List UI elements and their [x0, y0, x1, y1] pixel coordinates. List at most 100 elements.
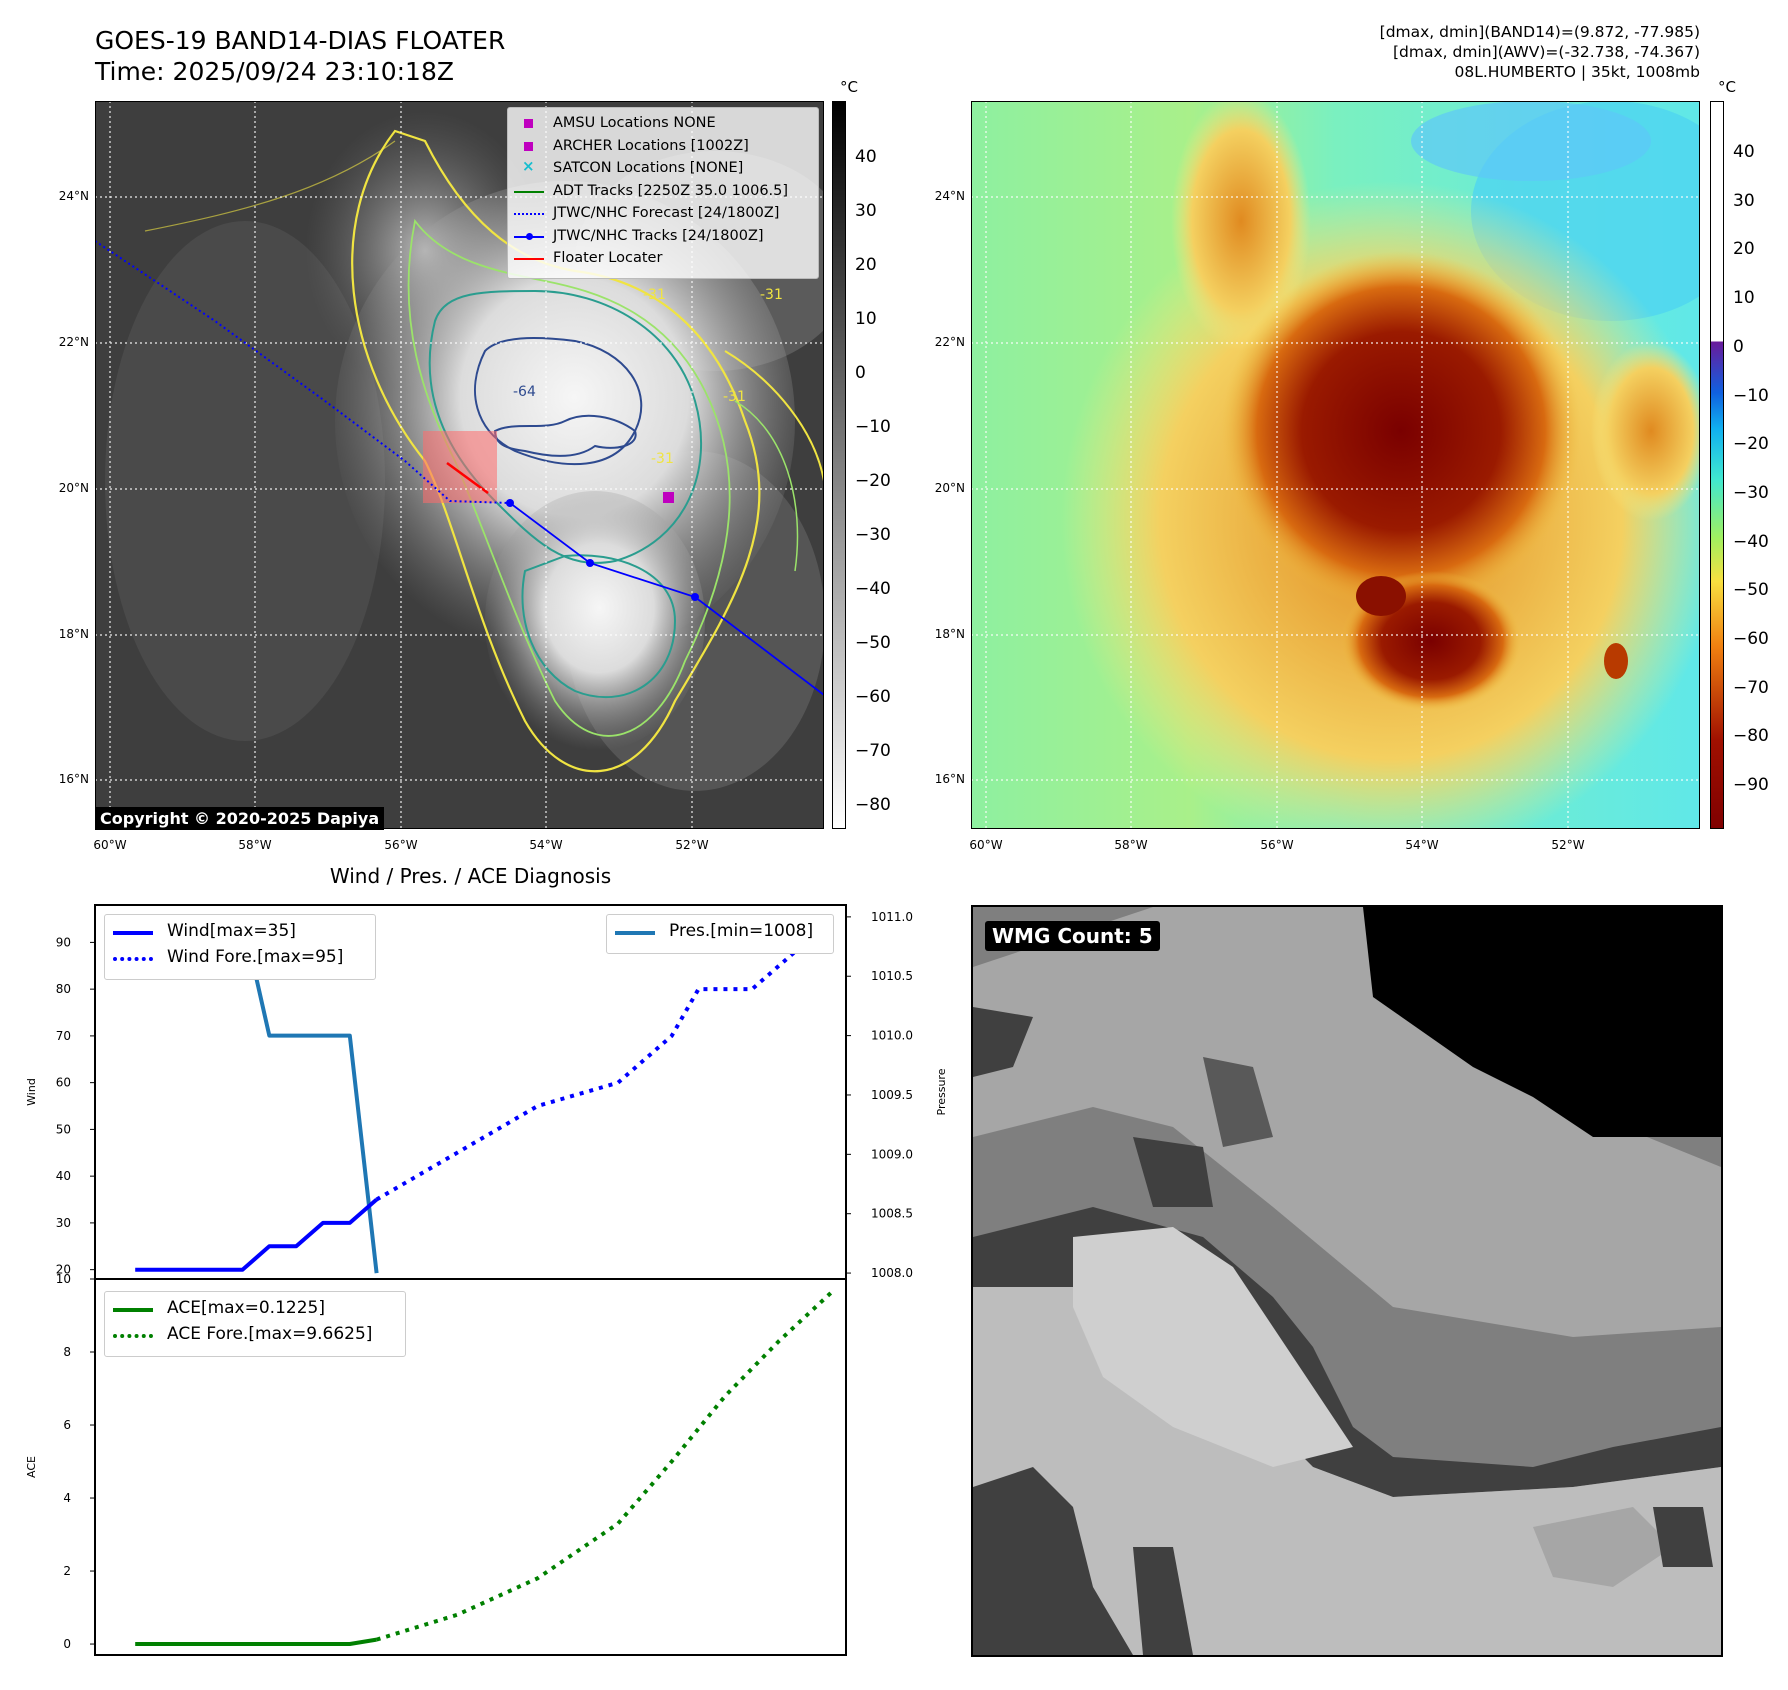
colorbar-tick-label: 20: [1733, 239, 1755, 260]
colorbar-tick-label: −30: [855, 525, 891, 545]
ace-axes-frame: [94, 1278, 847, 1656]
legend-item: JTWC/NHC Forecast [24/1800Z]: [508, 204, 818, 224]
info-line-2: [dmax, dmin](AWV)=(-32.738, -74.367): [1393, 43, 1700, 61]
colorbar1-unit: °C: [840, 78, 858, 96]
lat-tick-label: 16°N: [58, 772, 89, 786]
contour-label: -31: [651, 451, 674, 467]
figure-title: GOES-19 BAND14-DIAS FLOATER: [95, 26, 506, 55]
figure-time: Time: 2025/09/24 23:10:18Z: [95, 57, 454, 86]
pressure-legend: Pres.[min=1008]: [606, 914, 834, 954]
legend-label: ARCHER Locations [1002Z]: [553, 137, 749, 154]
ace-legend-label: ACE[max=0.1225]: [167, 1298, 325, 1318]
pressure-legend-swatch: [615, 931, 655, 935]
colorbar-tick-label: −70: [1733, 677, 1769, 698]
colorbar2-unit: °C: [1718, 78, 1736, 96]
wind-tick-label: 70: [56, 1029, 71, 1043]
colorbar-tick-label: −50: [1733, 580, 1769, 601]
lat-tick-label: 18°N: [934, 627, 965, 641]
colorbar-tick-label: 30: [855, 201, 877, 221]
colorbar-tick-label: −90: [1733, 775, 1769, 796]
colorbar-tick-label: −20: [1733, 434, 1769, 455]
legend-swatch: [514, 258, 544, 260]
colorbar-tick-label: −40: [855, 579, 891, 599]
lon-tick-label: 52°W: [675, 838, 709, 852]
colorbar-tick-label: 40: [1733, 142, 1755, 162]
ace-legend-swatch: [113, 1308, 153, 1312]
colorbar-tick-label: −10: [855, 417, 891, 437]
colorbar-tick-label: −20: [855, 471, 891, 491]
legend-label: JTWC/NHC Forecast [24/1800Z]: [553, 205, 780, 221]
lat-tick-label: 20°N: [934, 481, 965, 495]
wind-tick-label: 50: [56, 1122, 71, 1136]
ace-legend: ACE[max=0.1225] ACE Fore.[max=9.6625]: [104, 1291, 406, 1357]
legend-item: JTWC/NHC Tracks [24/1800Z]: [508, 227, 818, 247]
colorbar-tick-label: 30: [1733, 190, 1755, 211]
lon-tick-label: 60°W: [969, 838, 1003, 852]
legend-label: Floater Locater: [553, 250, 663, 266]
wmg-image: [973, 907, 1721, 1655]
lon-tick-label: 60°W: [93, 838, 127, 852]
wind-legend-label: Wind[max=35]: [167, 921, 296, 941]
contour-label: -31: [643, 287, 666, 303]
wind-axis-label: Wind: [25, 1078, 38, 1106]
lat-tick-label: 18°N: [58, 627, 89, 641]
ace-axis-label: ACE: [25, 1456, 38, 1478]
legend-swatch: [524, 141, 533, 151]
info-line-1: [dmax, dmin](BAND14)=(9.872, -77.985): [1379, 23, 1700, 41]
ace-tick-label: 8: [63, 1345, 71, 1359]
legend-swatch: [514, 232, 544, 240]
pressure-tick-label: 1009.5: [871, 1088, 913, 1102]
wind-fore-legend-label: Wind Fore.[max=95]: [167, 947, 344, 967]
contour-label: -31: [760, 287, 783, 303]
colorbar-tick-label: −40: [1733, 531, 1769, 552]
lon-tick-label: 56°W: [1260, 838, 1294, 852]
wind-tick-label: 80: [56, 982, 71, 996]
ace-fore-legend-swatch: [113, 1334, 153, 1338]
legend-swatch: [514, 213, 544, 215]
lon-tick-label: 52°W: [1551, 838, 1585, 852]
lat-tick-label: 24°N: [58, 189, 89, 203]
legend-label: JTWC/NHC Tracks [24/1800Z]: [553, 227, 764, 244]
lat-tick-label: 16°N: [934, 772, 965, 786]
colorbar-tick-label: 10: [1733, 288, 1755, 309]
pressure-legend-label: Pres.[min=1008]: [669, 921, 814, 941]
wind-tick-label: 40: [56, 1169, 71, 1183]
copyright-label: Copyright © 2020-2025 Dapiya: [95, 807, 385, 830]
pressure-tick-label: 1010.5: [871, 969, 913, 983]
colorbar-tick-label: 10: [855, 309, 877, 329]
colorbar-tick-label: −60: [1733, 629, 1769, 649]
legend-item: AMSU Locations NONE: [508, 114, 818, 134]
legend-swatch: ×: [522, 157, 535, 175]
colorbar-tick-label: −10: [1733, 385, 1769, 406]
wind-tick-label: 60: [56, 1076, 71, 1090]
wind-legend: Wind[max=35] Wind Fore.[max=95]: [104, 914, 376, 980]
colorbar-tick-label: −80: [855, 795, 891, 815]
awv-map-panel: [970, 91, 1751, 861]
ace-tick-label: 6: [63, 1418, 71, 1432]
colorbar-tick-label: 0: [855, 363, 866, 383]
lon-tick-label: 58°W: [1114, 838, 1148, 852]
colorbar1: [832, 101, 846, 829]
legend-label: SATCON Locations [NONE]: [553, 160, 744, 176]
legend-swatch: [514, 190, 544, 193]
ace-line: [135, 1637, 377, 1646]
colorbar-tick-label: −60: [855, 687, 891, 707]
legend-label: AMSU Locations NONE: [553, 115, 716, 131]
ace-tick-label: 4: [63, 1491, 71, 1505]
legend-item: Floater Locater: [508, 249, 818, 269]
lon-tick-label: 56°W: [384, 838, 418, 852]
lat-tick-label: 20°N: [58, 481, 89, 495]
lat-tick-label: 22°N: [934, 335, 965, 349]
lon-tick-label: 54°W: [1405, 838, 1439, 852]
ace-tick-label: 0: [63, 1637, 71, 1651]
wind-tick-label: 30: [56, 1216, 71, 1230]
legend-swatch: [524, 119, 533, 128]
map-legend: AMSU Locations NONE ARCHER Locations [100…: [507, 107, 819, 279]
legend-item: ADT Tracks [2250Z 35.0 1006.5]: [508, 182, 818, 202]
legend-item: × SATCON Locations [NONE]: [508, 157, 818, 179]
pressure-tick-label: 1009.0: [871, 1147, 913, 1161]
info-block: [dmax, dmin](BAND14)=(9.872, -77.985) [d…: [1380, 22, 1700, 82]
info-line-3: 08L.HUMBERTO | 35kt, 1008mb: [1454, 63, 1701, 81]
legend-item: ARCHER Locations [1002Z]: [508, 137, 818, 157]
